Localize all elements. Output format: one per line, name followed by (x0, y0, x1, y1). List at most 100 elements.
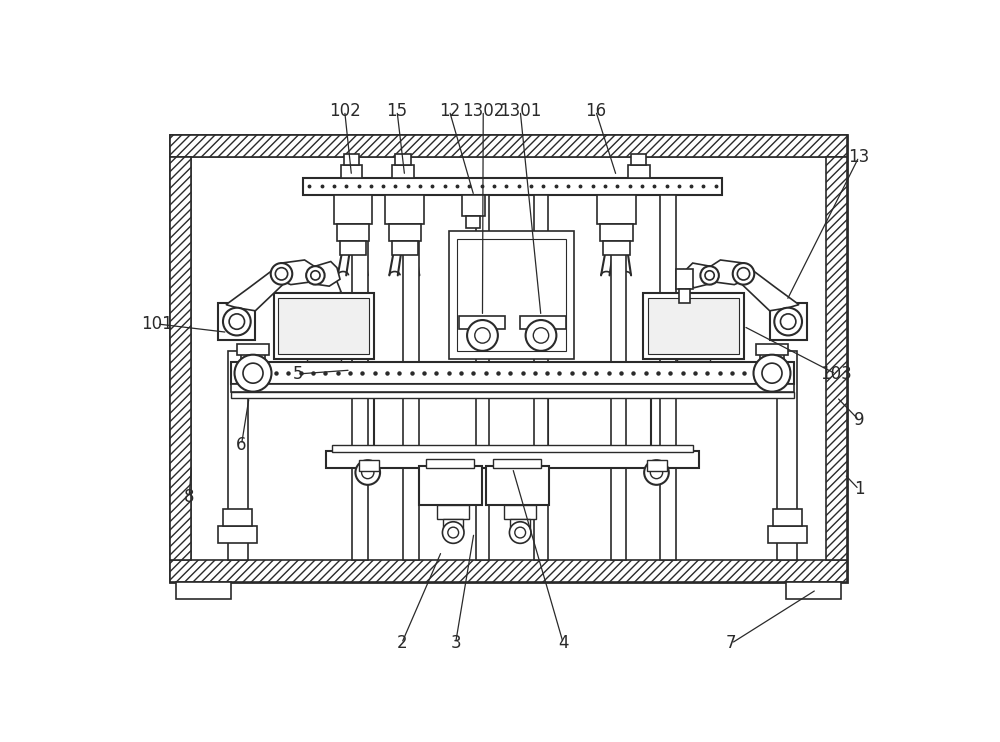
Text: 1301: 1301 (499, 102, 541, 119)
Bar (786, 582, 841, 599)
Circle shape (526, 320, 556, 351)
Circle shape (467, 320, 498, 351)
Circle shape (362, 466, 374, 479)
Bar (307, 358, 341, 368)
Bar (773, 510, 802, 526)
Polygon shape (272, 260, 320, 285)
Bar (611, 194, 626, 560)
Bar (334, 194, 372, 224)
Circle shape (306, 266, 325, 285)
Bar (520, 316, 566, 329)
Text: 2: 2 (396, 634, 407, 652)
Bar (176, 582, 231, 599)
Circle shape (235, 355, 271, 392)
Bar (340, 240, 366, 255)
Bar (660, 194, 676, 560)
Text: 13: 13 (848, 148, 870, 165)
Bar (395, 154, 411, 165)
Bar (493, 459, 541, 468)
Bar (231, 384, 794, 392)
Bar (332, 444, 693, 453)
Text: 103: 103 (820, 365, 852, 383)
Text: 8: 8 (184, 488, 194, 506)
Polygon shape (705, 260, 753, 285)
Bar (504, 505, 536, 519)
Text: 12: 12 (439, 102, 460, 119)
Bar (647, 460, 667, 471)
Bar (419, 466, 482, 505)
Text: 6: 6 (236, 436, 247, 454)
Bar (777, 351, 797, 560)
Bar (385, 194, 424, 224)
Bar (459, 316, 505, 329)
Circle shape (311, 271, 320, 280)
Text: 101: 101 (141, 315, 173, 333)
Bar (476, 194, 489, 560)
Bar (170, 560, 847, 582)
Text: 1: 1 (854, 480, 864, 499)
Circle shape (271, 263, 292, 285)
Text: 9: 9 (854, 411, 864, 429)
Bar (341, 165, 362, 177)
Bar (466, 216, 480, 229)
Circle shape (243, 363, 263, 383)
Circle shape (754, 355, 790, 392)
Bar (392, 240, 418, 255)
Bar (274, 293, 374, 358)
Bar (677, 358, 710, 368)
Bar (241, 353, 265, 362)
Bar (643, 293, 744, 358)
Circle shape (448, 527, 459, 538)
Bar (449, 232, 574, 358)
Bar (170, 135, 847, 157)
Bar (826, 157, 847, 560)
Polygon shape (315, 261, 340, 286)
Text: 16: 16 (585, 102, 606, 119)
Bar (337, 224, 369, 240)
Polygon shape (683, 263, 710, 288)
Bar (462, 194, 485, 216)
Bar (389, 224, 421, 240)
Bar (301, 368, 347, 374)
Circle shape (223, 308, 251, 335)
Bar (760, 353, 784, 362)
Bar (303, 177, 722, 194)
Text: 4: 4 (558, 634, 569, 652)
Circle shape (475, 328, 490, 343)
Bar (237, 344, 269, 355)
Bar (170, 135, 847, 582)
Circle shape (762, 363, 782, 383)
Circle shape (700, 266, 719, 285)
Bar (768, 526, 807, 543)
Bar (648, 298, 739, 354)
Circle shape (509, 522, 531, 543)
Circle shape (515, 527, 526, 538)
Bar (603, 240, 630, 255)
Bar (437, 505, 469, 519)
Circle shape (533, 328, 549, 343)
Polygon shape (226, 265, 288, 311)
Bar (486, 466, 549, 505)
Bar (676, 269, 693, 289)
Circle shape (705, 271, 714, 280)
Bar (770, 303, 807, 340)
Text: 1302: 1302 (462, 102, 504, 119)
Text: 7: 7 (726, 634, 736, 652)
Bar (670, 368, 717, 374)
Circle shape (644, 460, 669, 485)
Bar (597, 194, 636, 224)
Bar (426, 459, 474, 468)
Text: 102: 102 (329, 102, 361, 119)
Bar (403, 194, 419, 560)
Bar (628, 165, 650, 177)
Circle shape (355, 460, 380, 485)
Bar (510, 519, 530, 531)
Circle shape (275, 268, 288, 280)
Bar (326, 451, 699, 468)
Circle shape (737, 268, 750, 280)
Circle shape (774, 308, 802, 335)
Bar (359, 460, 379, 471)
Polygon shape (737, 265, 799, 311)
Circle shape (650, 466, 663, 479)
Text: 3: 3 (450, 634, 461, 652)
